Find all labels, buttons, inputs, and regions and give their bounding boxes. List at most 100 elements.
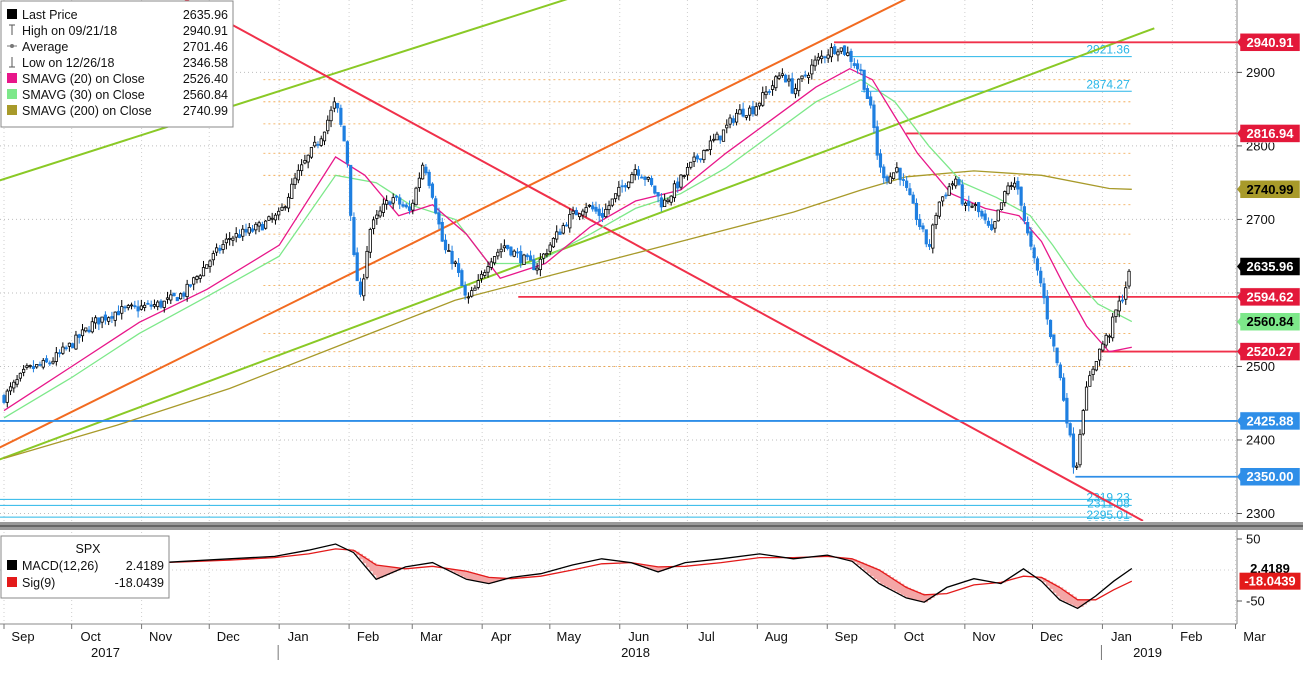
price-candle-body <box>434 198 438 214</box>
price-candle-body <box>699 158 703 161</box>
price-candle-body <box>734 112 739 123</box>
price-candle-body <box>888 176 892 184</box>
macd-histogram-band <box>927 594 932 601</box>
macd-histogram-band <box>910 589 915 599</box>
x-year-label: 2018 <box>621 645 650 660</box>
price-candle-body <box>188 284 193 287</box>
price-candle-body <box>1114 309 1118 317</box>
price-candle-body <box>401 204 405 207</box>
price-candle-body <box>738 109 742 115</box>
price-candle-body <box>427 171 431 186</box>
x-month-label: Dec <box>1040 629 1064 644</box>
price-candle-body <box>561 225 565 234</box>
price-candle-body <box>185 283 189 298</box>
price-candle-body <box>1032 247 1036 259</box>
legend-swatch <box>7 9 17 19</box>
price-candle-body <box>780 73 784 76</box>
price-candle-body <box>980 210 984 217</box>
macd-histogram-band <box>1049 581 1054 590</box>
price-candle-body <box>479 273 484 280</box>
price-candle-body <box>836 51 840 56</box>
price-candle-body <box>764 91 768 96</box>
legend-value: 2560.84 <box>183 88 228 102</box>
macd-histogram-band <box>376 565 380 580</box>
macd-histogram-band <box>484 576 489 583</box>
price-candle-body <box>872 104 876 128</box>
macd-histogram-band <box>494 577 499 583</box>
price-candle-body <box>342 125 346 142</box>
macd-legend-swatch <box>7 560 17 570</box>
price-candle-body <box>636 169 641 176</box>
y-tick-label: 2700 <box>1246 212 1275 227</box>
price-candle-body <box>767 91 771 93</box>
price-candle-body <box>718 135 722 141</box>
price-candle-body <box>221 244 225 250</box>
price-candle-body <box>502 245 506 249</box>
macd-histogram-band <box>379 565 384 578</box>
price-candle-body <box>607 205 611 211</box>
x-month-label: Aug <box>765 629 788 644</box>
macd-value-tag-label: 2.4189 <box>1250 561 1290 576</box>
price-candle-body <box>1062 377 1066 401</box>
price-candle-body <box>977 202 981 213</box>
macd-histogram-band <box>1069 594 1074 605</box>
price-candle-body <box>604 208 608 218</box>
price-candle-body <box>1094 361 1098 371</box>
price-candle-body <box>613 193 618 200</box>
macd-histogram-band <box>1059 587 1064 600</box>
macd-histogram-band <box>1039 577 1043 580</box>
price-candle-body <box>375 214 379 219</box>
price-candle-body <box>1065 397 1069 424</box>
price-candle-body <box>159 300 163 308</box>
price-candle-body <box>28 365 32 367</box>
price-candle-body <box>679 174 683 188</box>
macd-histogram-band <box>650 565 654 570</box>
price-candle-body <box>411 202 415 211</box>
price-candle-body <box>986 220 991 226</box>
price-candle-body <box>175 297 179 302</box>
price-candle-body <box>179 293 183 300</box>
price-candle-body <box>97 317 101 325</box>
macd-histogram-band <box>372 562 377 576</box>
x-month-label: Jan <box>288 629 309 644</box>
price-candle-body <box>496 251 500 257</box>
price-candle-body <box>731 118 735 123</box>
retracement-label: 2295.01 <box>1086 508 1130 522</box>
macd-histogram-band <box>1056 585 1060 597</box>
macd-histogram-band <box>846 558 851 560</box>
price-candle-body <box>842 45 847 55</box>
price-candle-body <box>424 166 428 174</box>
sma30-line <box>3 78 1133 419</box>
price-candle-body <box>120 306 124 314</box>
price-candle-body <box>208 260 212 267</box>
price-candle-body <box>313 141 317 147</box>
macd-histogram-band <box>663 566 668 570</box>
price-candle-body <box>129 304 134 307</box>
price-candle-body <box>542 253 546 259</box>
price-candle-body <box>64 347 68 350</box>
price-candle-body <box>365 250 369 278</box>
price-candle-body <box>430 183 435 198</box>
price-candle-body <box>15 379 19 385</box>
macd-histogram-band <box>1073 596 1077 607</box>
macd-histogram-band <box>1052 583 1057 593</box>
price-candle-body <box>1120 299 1125 302</box>
main-legend: Last Price 2635.96 High on 09/21/18 2940.91… <box>0 0 234 128</box>
price-candle-body <box>793 88 798 95</box>
price-candle-body <box>339 107 343 125</box>
price-candle-body <box>875 126 879 156</box>
sma200-line <box>3 170 1132 460</box>
price-candle-body <box>702 150 706 161</box>
macd-histogram-band <box>656 566 661 572</box>
retracement-label: 2921.36 <box>1086 43 1130 57</box>
price-candle-body <box>1006 185 1010 195</box>
price-candle-body <box>800 75 804 80</box>
price-candle-body <box>352 217 356 255</box>
macd-histogram-band <box>917 592 922 601</box>
price-candle-body <box>156 301 160 308</box>
price-candle-body <box>290 183 294 199</box>
price-candle-body <box>267 216 271 221</box>
price-candle-body <box>852 63 856 66</box>
price-candle-body <box>1078 433 1082 466</box>
x-month-label: Jun <box>628 629 649 644</box>
